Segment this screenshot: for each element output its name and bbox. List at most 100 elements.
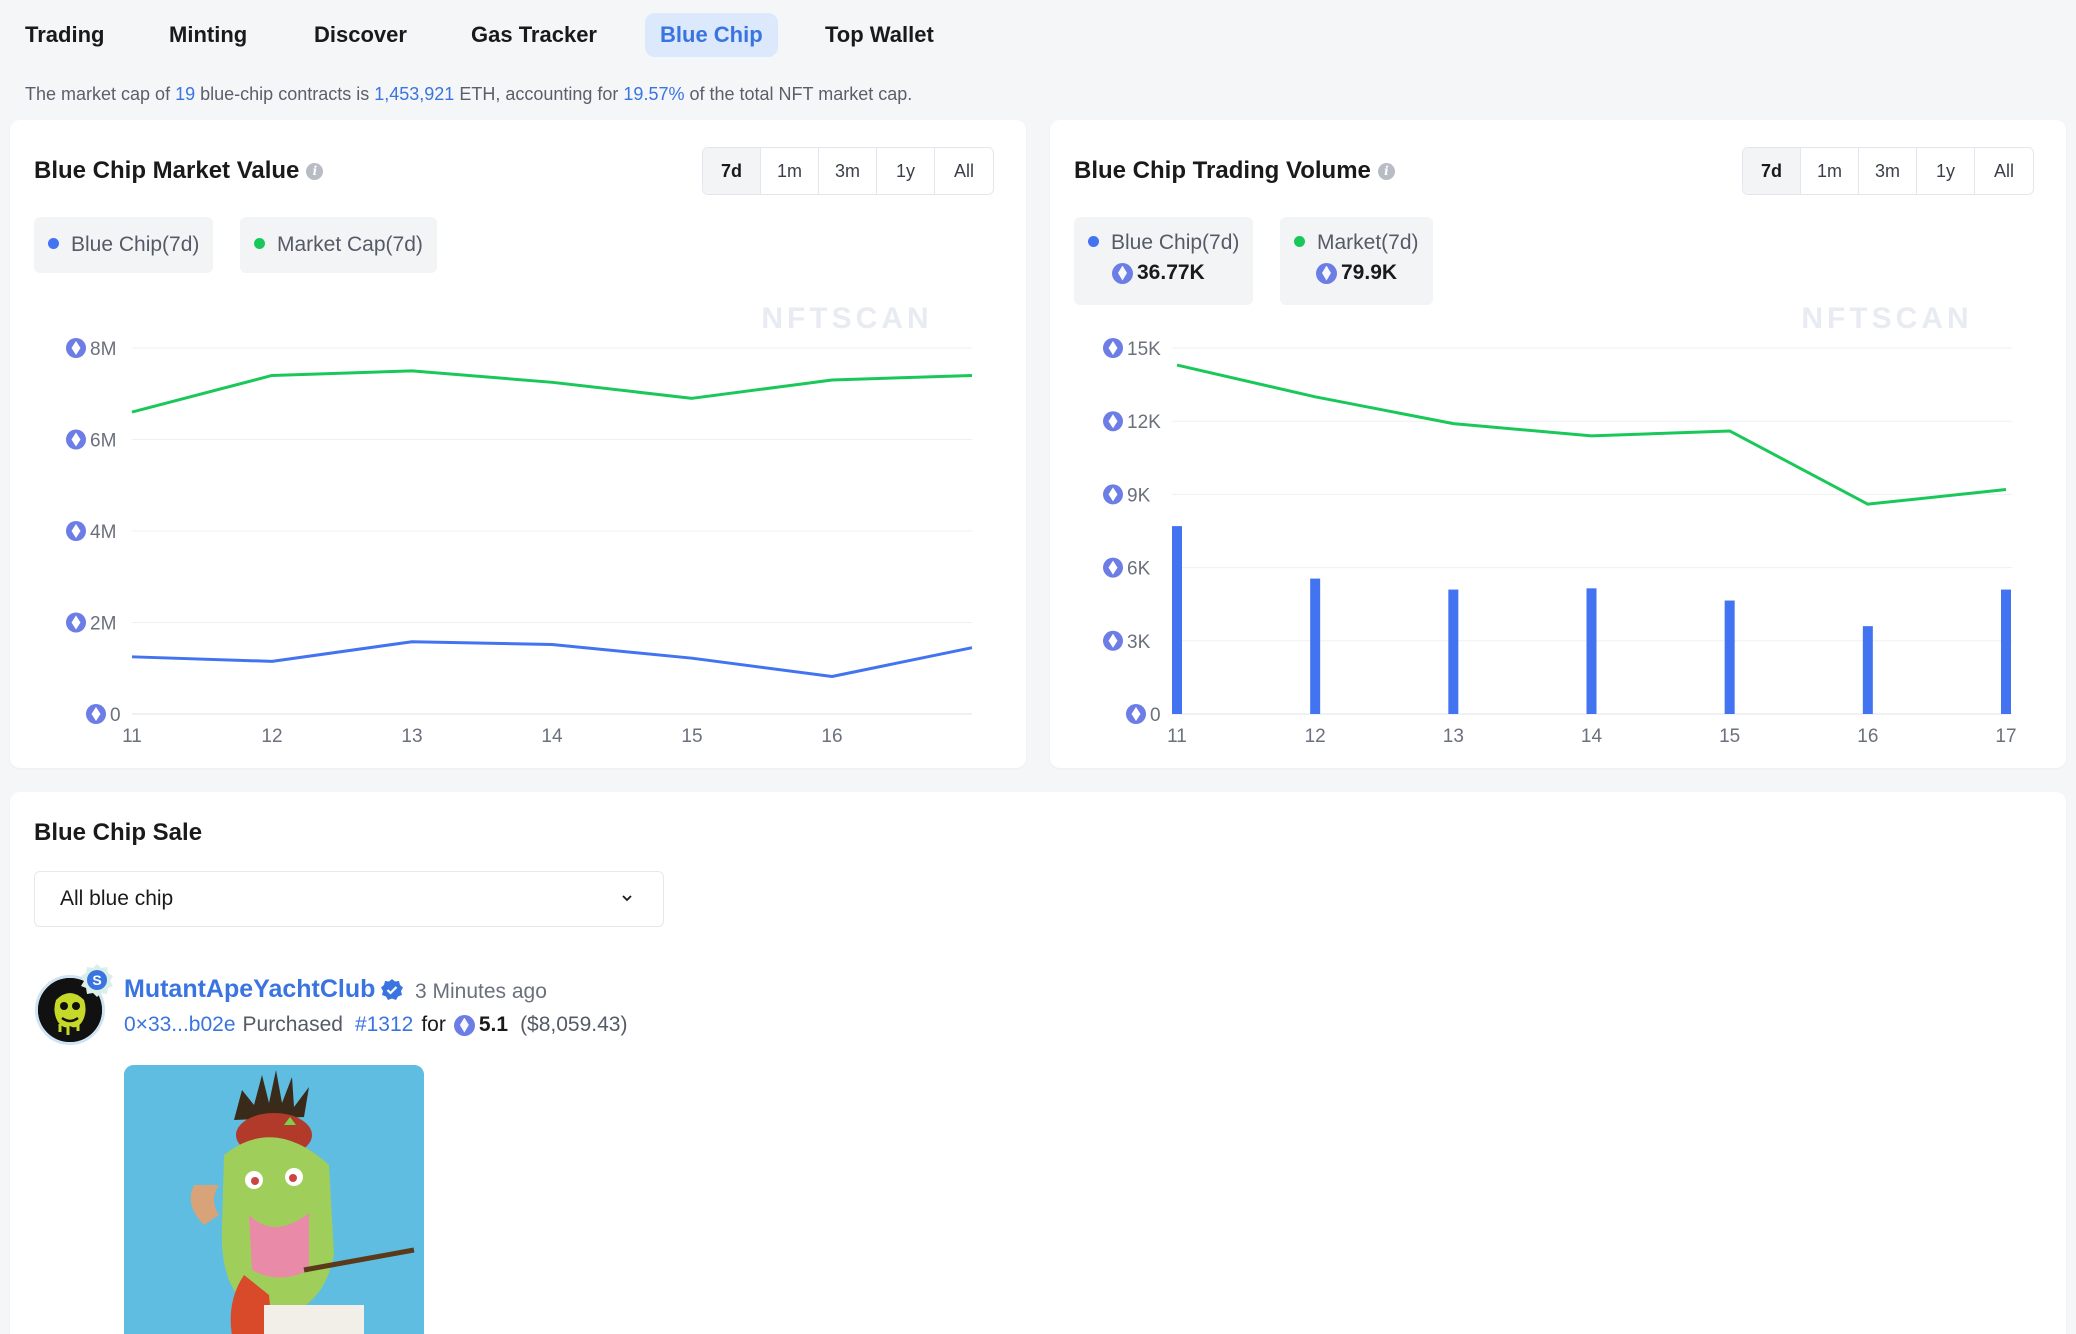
- eth-icon: [86, 704, 106, 724]
- summary-text: of the total NFT market cap.: [689, 84, 913, 104]
- range-7d-button[interactable]: 7d: [1743, 148, 1801, 194]
- contract-count: 19: [175, 84, 196, 104]
- x-tick-label: 12: [261, 726, 282, 747]
- y-tick-label: 0: [110, 705, 121, 726]
- series-line-blue-chip-7d-: [131, 640, 973, 678]
- market-value-title-text: Blue Chip Market Value: [34, 157, 300, 184]
- range-1y-button[interactable]: 1y: [877, 148, 935, 194]
- volume-bar: [1310, 578, 1321, 714]
- market-share-percent: 19.57%: [623, 84, 685, 104]
- y-tick-label: 0: [1150, 705, 1161, 726]
- sale-collection-link[interactable]: MutantApeYachtClub: [124, 975, 404, 1004]
- eth-icon: [66, 612, 86, 633]
- y-tick-label: 9K: [1127, 485, 1151, 506]
- volume-bar: [1724, 600, 1735, 714]
- volume-bar: [1172, 526, 1182, 714]
- market-cap-value: 1,453,921: [374, 84, 455, 104]
- eth-icon: [1112, 262, 1133, 284]
- summary-text: ETH, accounting for: [459, 84, 619, 104]
- trading-volume-card: Blue Chip Trading Volume i 7d 1m 3m 1y A…: [1050, 120, 2066, 768]
- sale-details: 0×33...b02e Purchased #1312 for 5.1 ($8,…: [124, 1013, 627, 1037]
- range-1m-button[interactable]: 1m: [1801, 148, 1859, 194]
- legend-label: Market Cap(7d): [277, 233, 423, 256]
- price-usd: ($8,059.43): [520, 1013, 628, 1036]
- collection-name: MutantApeYachtClub: [124, 975, 376, 1003]
- legend-label: Blue Chip(7d): [1111, 231, 1240, 254]
- y-tick-label: 6K: [1127, 559, 1151, 580]
- range-all-button[interactable]: All: [1993, 161, 2014, 181]
- info-icon[interactable]: i: [1377, 162, 1395, 180]
- y-tick-label: 6M: [90, 431, 116, 452]
- eth-icon: [1103, 338, 1123, 358]
- legend-blue-chip[interactable]: Blue Chip(7d): [34, 217, 214, 273]
- collection-avatar[interactable]: [35, 975, 105, 1045]
- volume-bar: [2001, 589, 2011, 714]
- filter-selected-value: All blue chip: [60, 887, 174, 910]
- legend-blue-chip[interactable]: Blue Chip(7d) 36.77K: [1074, 217, 1254, 305]
- x-tick-label: 13: [1443, 726, 1464, 747]
- svg-text:S: S: [92, 972, 101, 988]
- trading-volume-title-text: Blue Chip Trading Volume: [1074, 157, 1371, 184]
- market-summary: The market cap of 19 blue-chip contracts…: [25, 84, 912, 105]
- y-tick-label: 2M: [90, 614, 116, 635]
- series-line-market-cap-7d-: [131, 369, 973, 414]
- price-eth: 5.1: [478, 1013, 509, 1036]
- range-7d-button[interactable]: 7d: [703, 148, 761, 194]
- tab-gas-tracker[interactable]: Gas Tracker: [471, 22, 597, 47]
- range-3m-button[interactable]: 3m: [819, 148, 877, 194]
- y-tick-label: 4M: [90, 522, 116, 543]
- eth-icon: [66, 521, 86, 541]
- tab-top-wallet[interactable]: Top Wallet: [825, 22, 934, 47]
- nftscan-watermark: NFTSCAN: [1801, 302, 1972, 335]
- range-1y-button[interactable]: 1y: [1917, 148, 1975, 194]
- legend-dot-icon: [254, 237, 265, 249]
- eth-icon: [66, 338, 86, 358]
- range-3m-button[interactable]: 3m: [1859, 148, 1917, 194]
- legend-label: Market(7d): [1317, 231, 1419, 254]
- eth-icon: [1103, 484, 1123, 505]
- range-1m-button[interactable]: 1m: [761, 148, 819, 194]
- trading-volume-range-selector: 7d 1m 3m 1y All: [1742, 147, 2034, 195]
- legend-dot-icon: [1294, 235, 1305, 247]
- x-tick-label: 16: [821, 726, 842, 747]
- tab-discover[interactable]: Discover: [314, 22, 407, 47]
- x-tick-label: 11: [1167, 726, 1187, 747]
- eth-icon: [1316, 262, 1337, 284]
- buyer-address-link[interactable]: 0×33...b02e: [124, 1013, 236, 1036]
- volume-bar: [1862, 626, 1873, 714]
- sale-title: Blue Chip Sale: [34, 819, 203, 846]
- eth-icon: [1103, 411, 1123, 432]
- summary-text: blue-chip contracts is: [200, 84, 370, 104]
- tab-trading[interactable]: Trading: [25, 22, 105, 47]
- tab-blue-chip[interactable]: Blue Chip: [645, 13, 778, 57]
- nft-artwork-image: [124, 1065, 424, 1334]
- market-value-chart: NFTSCAN 0 2M 4M 6M 8M 11 12 13 14 15 16: [66, 302, 973, 747]
- legend-market[interactable]: Market(7d) 79.9K: [1280, 217, 1433, 305]
- eth-icon: [66, 429, 86, 450]
- trading-volume-title: Blue Chip Trading Volume i: [1074, 157, 1395, 185]
- legend-market-cap[interactable]: Market Cap(7d): [240, 217, 437, 273]
- volume-bar: [1586, 588, 1597, 714]
- x-tick-label: 17: [1995, 726, 2016, 747]
- eth-icon: [1126, 704, 1146, 724]
- summary-text: The market cap of: [25, 84, 171, 104]
- y-tick-label: 3K: [1127, 632, 1151, 653]
- eth-icon: [1103, 557, 1123, 578]
- legend-dot-icon: [1088, 235, 1099, 247]
- x-tick-label: 14: [541, 726, 563, 747]
- volume-bar: [1448, 589, 1459, 714]
- x-tick-label: 15: [1719, 726, 1740, 747]
- nft-thumbnail[interactable]: [124, 1065, 424, 1334]
- tab-minting[interactable]: Minting: [169, 22, 248, 47]
- info-icon[interactable]: i: [306, 162, 324, 180]
- verified-icon: [381, 978, 404, 1000]
- y-tick-label: 8M: [90, 339, 116, 360]
- x-tick-label: 13: [401, 726, 422, 747]
- token-id-link[interactable]: #1312: [354, 1013, 414, 1036]
- eth-icon: [1103, 630, 1123, 651]
- blue-chip-filter-select[interactable]: All blue chip: [34, 871, 664, 927]
- y-tick-label: 15K: [1127, 339, 1161, 360]
- legend-value: 36.77K: [1137, 261, 1205, 284]
- range-all-button[interactable]: All: [953, 161, 974, 181]
- nftscan-watermark: NFTSCAN: [761, 302, 932, 335]
